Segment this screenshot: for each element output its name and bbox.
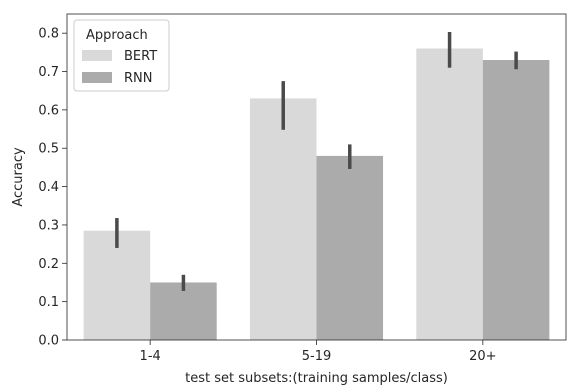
- x-tick-label: 5-19: [302, 349, 332, 364]
- legend-label-rnn: RNN: [124, 71, 152, 86]
- x-tick-label: 20+: [469, 349, 496, 364]
- y-tick-label: 0.7: [38, 65, 59, 80]
- bars-layer: [83, 48, 550, 341]
- bar-bert-20+: [416, 48, 483, 341]
- y-tick-label: 0.6: [38, 103, 59, 118]
- legend: Approach BERT RNN: [73, 19, 170, 92]
- bar-rnn-20+: [482, 60, 550, 340]
- x-axis: 1-4 5-19 20+: [140, 340, 497, 364]
- y-tick-label: 0.3: [38, 218, 59, 233]
- bar-rnn-1-4: [150, 282, 217, 340]
- bar-bert-1-4: [83, 230, 151, 340]
- y-tick-label: 0.5: [38, 142, 59, 157]
- x-axis-label: test set subsets:(training samples/class…: [185, 371, 448, 385]
- y-tick-label: 0.4: [38, 180, 59, 195]
- legend-swatch-bert: [82, 50, 112, 61]
- legend-entries: BERT RNN: [82, 49, 157, 86]
- y-axis: 0.0 0.1 0.2 0.3 0.4 0.5 0.6 0.7 0.8: [38, 27, 67, 349]
- bar-bert-5-19: [249, 98, 317, 341]
- y-tick-label: 0.8: [38, 27, 59, 42]
- error-bars-layer: [115, 32, 518, 291]
- legend-label-bert: BERT: [124, 49, 157, 64]
- y-tick-label: 0.0: [38, 334, 59, 349]
- y-axis-label: Accuracy: [11, 147, 26, 207]
- legend-swatch-rnn: [82, 72, 112, 83]
- y-tick-label: 0.1: [38, 295, 59, 310]
- bar-rnn-5-19: [316, 155, 384, 340]
- legend-title: Approach: [86, 28, 148, 43]
- y-tick-label: 0.2: [38, 257, 59, 272]
- x-tick-label: 1-4: [140, 349, 161, 364]
